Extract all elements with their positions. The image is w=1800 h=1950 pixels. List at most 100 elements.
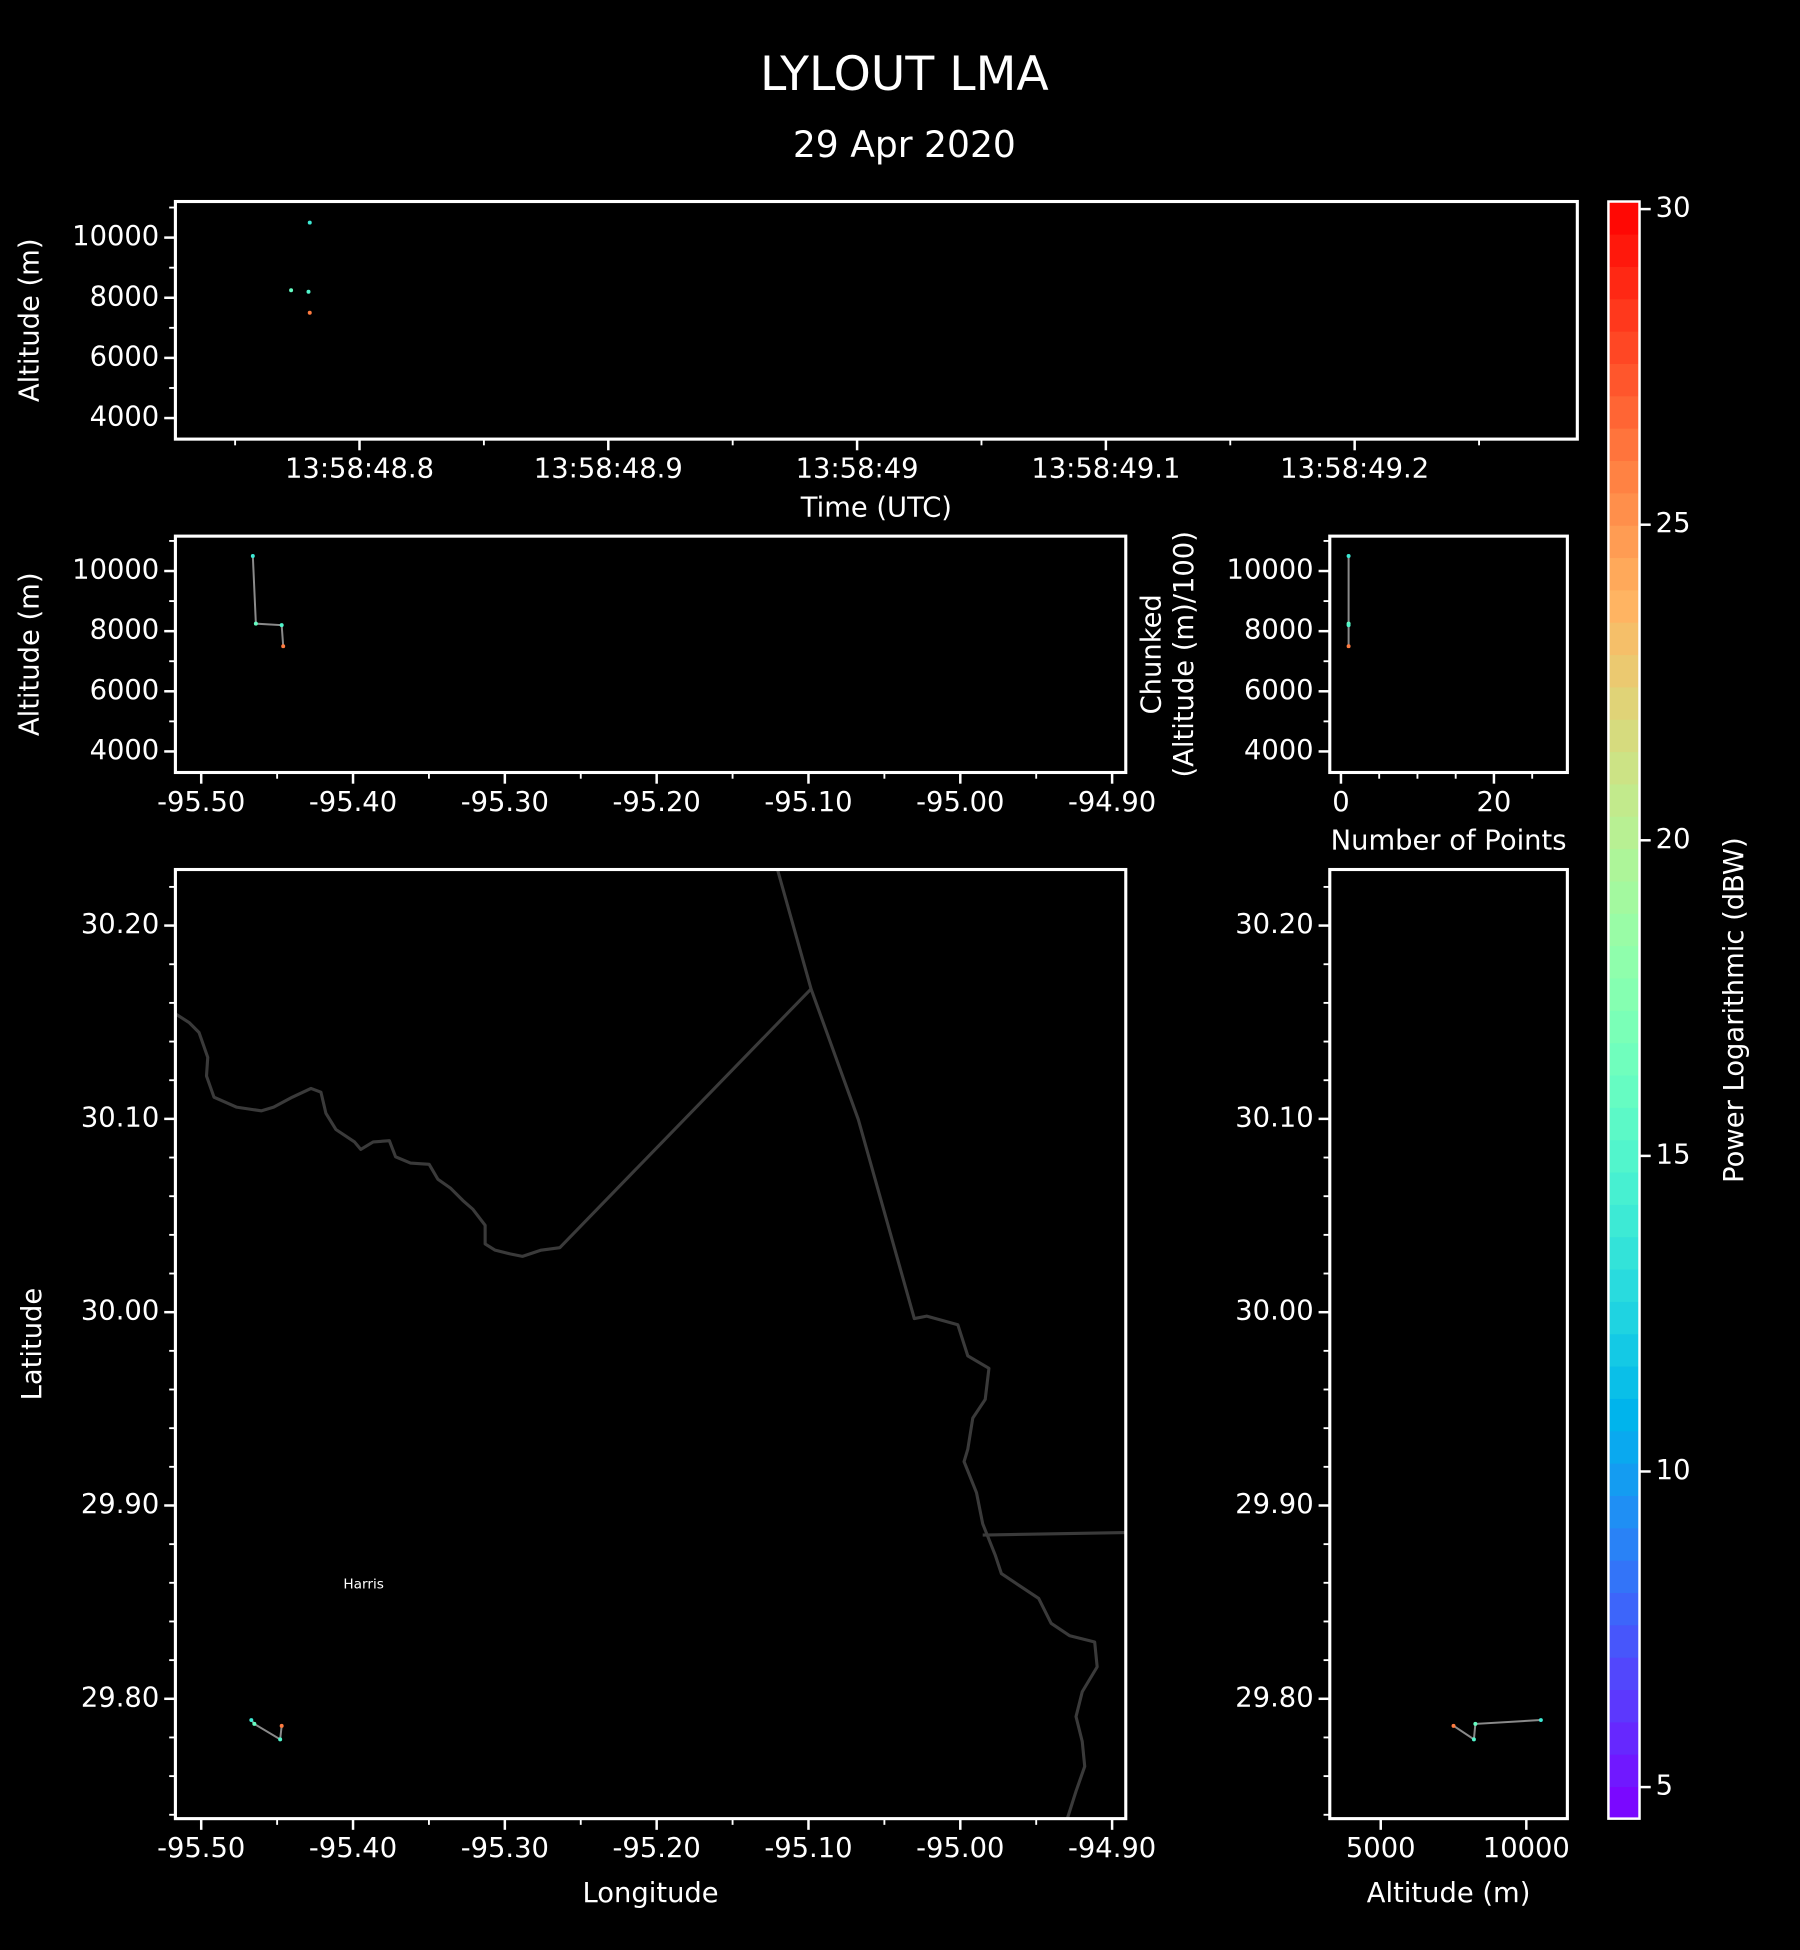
colorbar-band bbox=[1608, 492, 1640, 526]
y-axis-label: Altitude (m) bbox=[15, 239, 46, 403]
colorbar-band bbox=[1608, 1753, 1640, 1788]
x-tick-label: -95.20 bbox=[613, 787, 701, 818]
y-tick-label: 10000 bbox=[72, 221, 159, 252]
y-tick-label: 30.10 bbox=[81, 1102, 159, 1133]
source-point bbox=[1346, 623, 1351, 628]
source-point bbox=[281, 644, 286, 649]
colorbar-band bbox=[1608, 977, 1640, 1011]
plot-frame bbox=[173, 534, 1128, 775]
colorbar-band bbox=[1608, 945, 1640, 979]
boundary bbox=[982, 1530, 1126, 1537]
source-point bbox=[1471, 1737, 1476, 1742]
colorbar-band bbox=[1608, 266, 1640, 300]
source-point bbox=[1346, 553, 1351, 558]
colorbar-band bbox=[1608, 395, 1640, 429]
plot-frame bbox=[173, 867, 1128, 1821]
x-tick-label: -94.90 bbox=[1068, 787, 1156, 818]
track-line bbox=[251, 555, 285, 647]
x-tick-label: -95.00 bbox=[916, 1833, 1004, 1864]
x-tick-label: -95.10 bbox=[764, 787, 852, 818]
county-boundaries bbox=[175, 869, 1126, 1819]
y-tick-label: 30.20 bbox=[1235, 909, 1313, 940]
colorbar-band bbox=[1608, 913, 1640, 947]
y-axis-label: (Altitude (m)/100) bbox=[1169, 531, 1200, 777]
y-tick-label: 30.20 bbox=[81, 909, 159, 940]
source-point bbox=[1473, 1721, 1478, 1726]
colorbar-band bbox=[1608, 557, 1640, 591]
y-tick-label: 4000 bbox=[1244, 735, 1314, 766]
source-point bbox=[307, 220, 312, 225]
x-tick-label: 13:58:49.1 bbox=[1031, 454, 1180, 485]
colorbar-band bbox=[1608, 686, 1640, 720]
colorbar-band bbox=[1608, 1236, 1640, 1270]
source-point bbox=[252, 1721, 257, 1726]
source-point bbox=[1451, 1723, 1456, 1728]
colorbar-band bbox=[1608, 783, 1640, 817]
y-tick-label: 20 bbox=[1656, 824, 1691, 855]
colorbar-band bbox=[1608, 1592, 1640, 1626]
x-tick-label: -95.50 bbox=[157, 1833, 245, 1864]
y-tick-label: 10 bbox=[1656, 1455, 1691, 1486]
x-axis-label: Altitude (m) bbox=[1367, 1878, 1531, 1909]
plot-frame bbox=[173, 199, 1579, 441]
colorbar-band bbox=[1608, 1010, 1640, 1044]
y-tick-label: 8000 bbox=[90, 615, 160, 646]
y-tick-label: 6000 bbox=[1244, 675, 1314, 706]
colorbar-band bbox=[1608, 1527, 1640, 1561]
y-tick-label: 10000 bbox=[72, 555, 159, 586]
colorbar-band bbox=[1608, 201, 1640, 235]
y-axis-label: Latitude bbox=[17, 1288, 48, 1401]
x-tick-label: -95.40 bbox=[309, 787, 397, 818]
source-point bbox=[249, 1718, 254, 1723]
x-tick-label: -95.30 bbox=[461, 1833, 549, 1864]
source-point bbox=[1538, 1718, 1543, 1723]
colorbar-band bbox=[1608, 524, 1640, 559]
track-line bbox=[250, 1719, 283, 1742]
colorbar-band bbox=[1608, 621, 1640, 656]
annotation: Harris bbox=[343, 1577, 384, 1593]
y-tick-label: 29.80 bbox=[1235, 1682, 1313, 1713]
figure-title: LYLOUT LMA bbox=[760, 47, 1049, 102]
colorbar-band bbox=[1608, 1559, 1640, 1593]
track-line bbox=[1452, 1719, 1541, 1742]
source-point bbox=[253, 621, 258, 626]
x-tick-label: -95.10 bbox=[764, 1833, 852, 1864]
colorbar-band bbox=[1608, 880, 1640, 914]
x-tick-label: -95.00 bbox=[916, 787, 1004, 818]
y-tick-label: 30 bbox=[1656, 193, 1691, 224]
source-point bbox=[289, 288, 294, 293]
x-tick-label: 13:58:49.2 bbox=[1280, 454, 1429, 485]
colorbar-band bbox=[1608, 848, 1640, 882]
colorbar-band bbox=[1608, 298, 1640, 332]
colorbar-band bbox=[1608, 751, 1640, 785]
source-point bbox=[279, 623, 284, 628]
x-tick-label: 20 bbox=[1477, 787, 1512, 818]
y-tick-label: 8000 bbox=[1244, 615, 1314, 646]
colorbar-band bbox=[1608, 1721, 1640, 1755]
x-tick-label: 13:58:49 bbox=[796, 454, 919, 485]
colorbar-band bbox=[1608, 460, 1640, 494]
colorbar-band bbox=[1608, 718, 1640, 753]
colorbar-band bbox=[1608, 1689, 1640, 1723]
colorbar-frame bbox=[1607, 200, 1641, 1820]
y-axis-label: Altitude (m) bbox=[15, 573, 46, 737]
source-point bbox=[250, 553, 255, 558]
colorbar-band bbox=[1608, 1624, 1640, 1658]
colorbar-band bbox=[1608, 427, 1640, 462]
source-point bbox=[1346, 644, 1351, 649]
colorbar-band bbox=[1608, 1462, 1640, 1496]
y-tick-label: 4000 bbox=[90, 735, 160, 766]
colorbar-band bbox=[1608, 1333, 1640, 1367]
y-tick-label: 6000 bbox=[90, 675, 160, 706]
colorbar-band bbox=[1608, 1139, 1640, 1173]
x-axis-label: Longitude bbox=[583, 1878, 719, 1909]
x-axis-label: Number of Points bbox=[1331, 826, 1567, 857]
y-tick-label: 5 bbox=[1656, 1771, 1673, 1802]
y-tick-label: 29.80 bbox=[81, 1682, 159, 1713]
source-point bbox=[278, 1737, 283, 1742]
x-tick-label: -95.50 bbox=[157, 787, 245, 818]
x-tick-label: 0 bbox=[1332, 787, 1349, 818]
y-tick-label: 15 bbox=[1656, 1139, 1691, 1170]
